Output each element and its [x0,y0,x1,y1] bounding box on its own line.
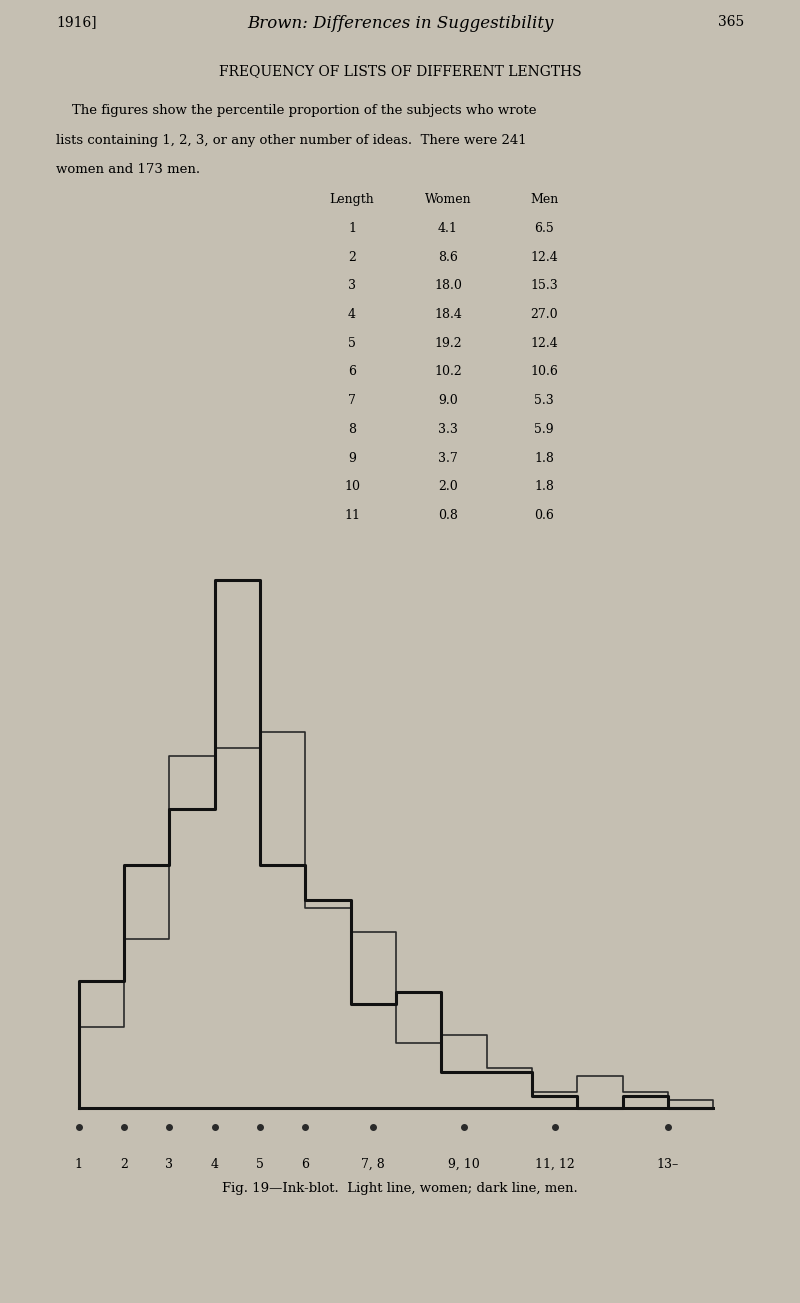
Text: 6.5: 6.5 [534,222,554,235]
Text: 2.0: 2.0 [438,481,458,494]
Text: 5.3: 5.3 [534,394,554,407]
Text: 13: 13 [344,567,360,580]
Text: 27.0: 27.0 [530,308,558,321]
Text: 1916]: 1916] [56,14,97,29]
Text: 0.0: 0.0 [534,538,554,551]
Text: 365: 365 [718,14,744,29]
Text: 1.6: 1.6 [438,538,458,551]
Text: 8.6: 8.6 [438,250,458,263]
Text: 0.8: 0.8 [438,509,458,523]
Text: 18.0: 18.0 [434,279,462,292]
Text: 18: 18 [344,595,360,609]
Text: 12.4: 12.4 [530,336,558,349]
Text: 5.9: 5.9 [534,423,554,435]
Text: 1.8: 1.8 [534,452,554,465]
Text: 4.1: 4.1 [438,222,458,235]
Text: 3.3: 3.3 [438,423,458,435]
Text: 0.4: 0.4 [438,595,458,609]
Text: Brown: Differences in Suggestibility: Brown: Differences in Suggestibility [247,14,553,31]
Text: 0.6: 0.6 [534,567,554,580]
Text: 0.8: 0.8 [438,567,458,580]
Text: The figures show the percentile proportion of the subjects who wrote: The figures show the percentile proporti… [72,104,537,117]
Text: 1: 1 [348,222,356,235]
Text: 8: 8 [348,423,356,435]
Text: 15.3: 15.3 [530,279,558,292]
Text: 9.0: 9.0 [438,394,458,407]
Text: 12: 12 [344,538,360,551]
Text: Women: Women [425,193,471,206]
Text: 18.4: 18.4 [434,308,462,321]
Text: women and 173 men.: women and 173 men. [56,163,200,176]
Text: 6: 6 [348,365,356,378]
Text: Length: Length [330,193,374,206]
Text: 10: 10 [344,481,360,494]
Text: 3.7: 3.7 [438,452,458,465]
Text: 11: 11 [344,509,360,523]
Text: 12.4: 12.4 [530,250,558,263]
Text: lists containing 1, 2, 3, or any other number of ideas.  There were 241: lists containing 1, 2, 3, or any other n… [56,134,526,147]
Text: 7: 7 [348,394,356,407]
Text: 2: 2 [348,250,356,263]
Text: 4: 4 [348,308,356,321]
Text: 19.2: 19.2 [434,336,462,349]
Text: 10.2: 10.2 [434,365,462,378]
Text: 0.6: 0.6 [534,509,554,523]
Text: 1.8: 1.8 [534,481,554,494]
Text: 10.6: 10.6 [530,365,558,378]
Text: 5: 5 [348,336,356,349]
Text: 3: 3 [348,279,356,292]
Text: Fig. 19—Ink-blot.  Light line, women; dark line, men.: Fig. 19—Ink-blot. Light line, women; dar… [222,1182,578,1195]
Text: FREQUENCY OF LISTS OF DIFFERENT LENGTHS: FREQUENCY OF LISTS OF DIFFERENT LENGTHS [218,64,582,78]
Text: 0.0: 0.0 [534,595,554,609]
Text: Men: Men [530,193,558,206]
Text: 9: 9 [348,452,356,465]
